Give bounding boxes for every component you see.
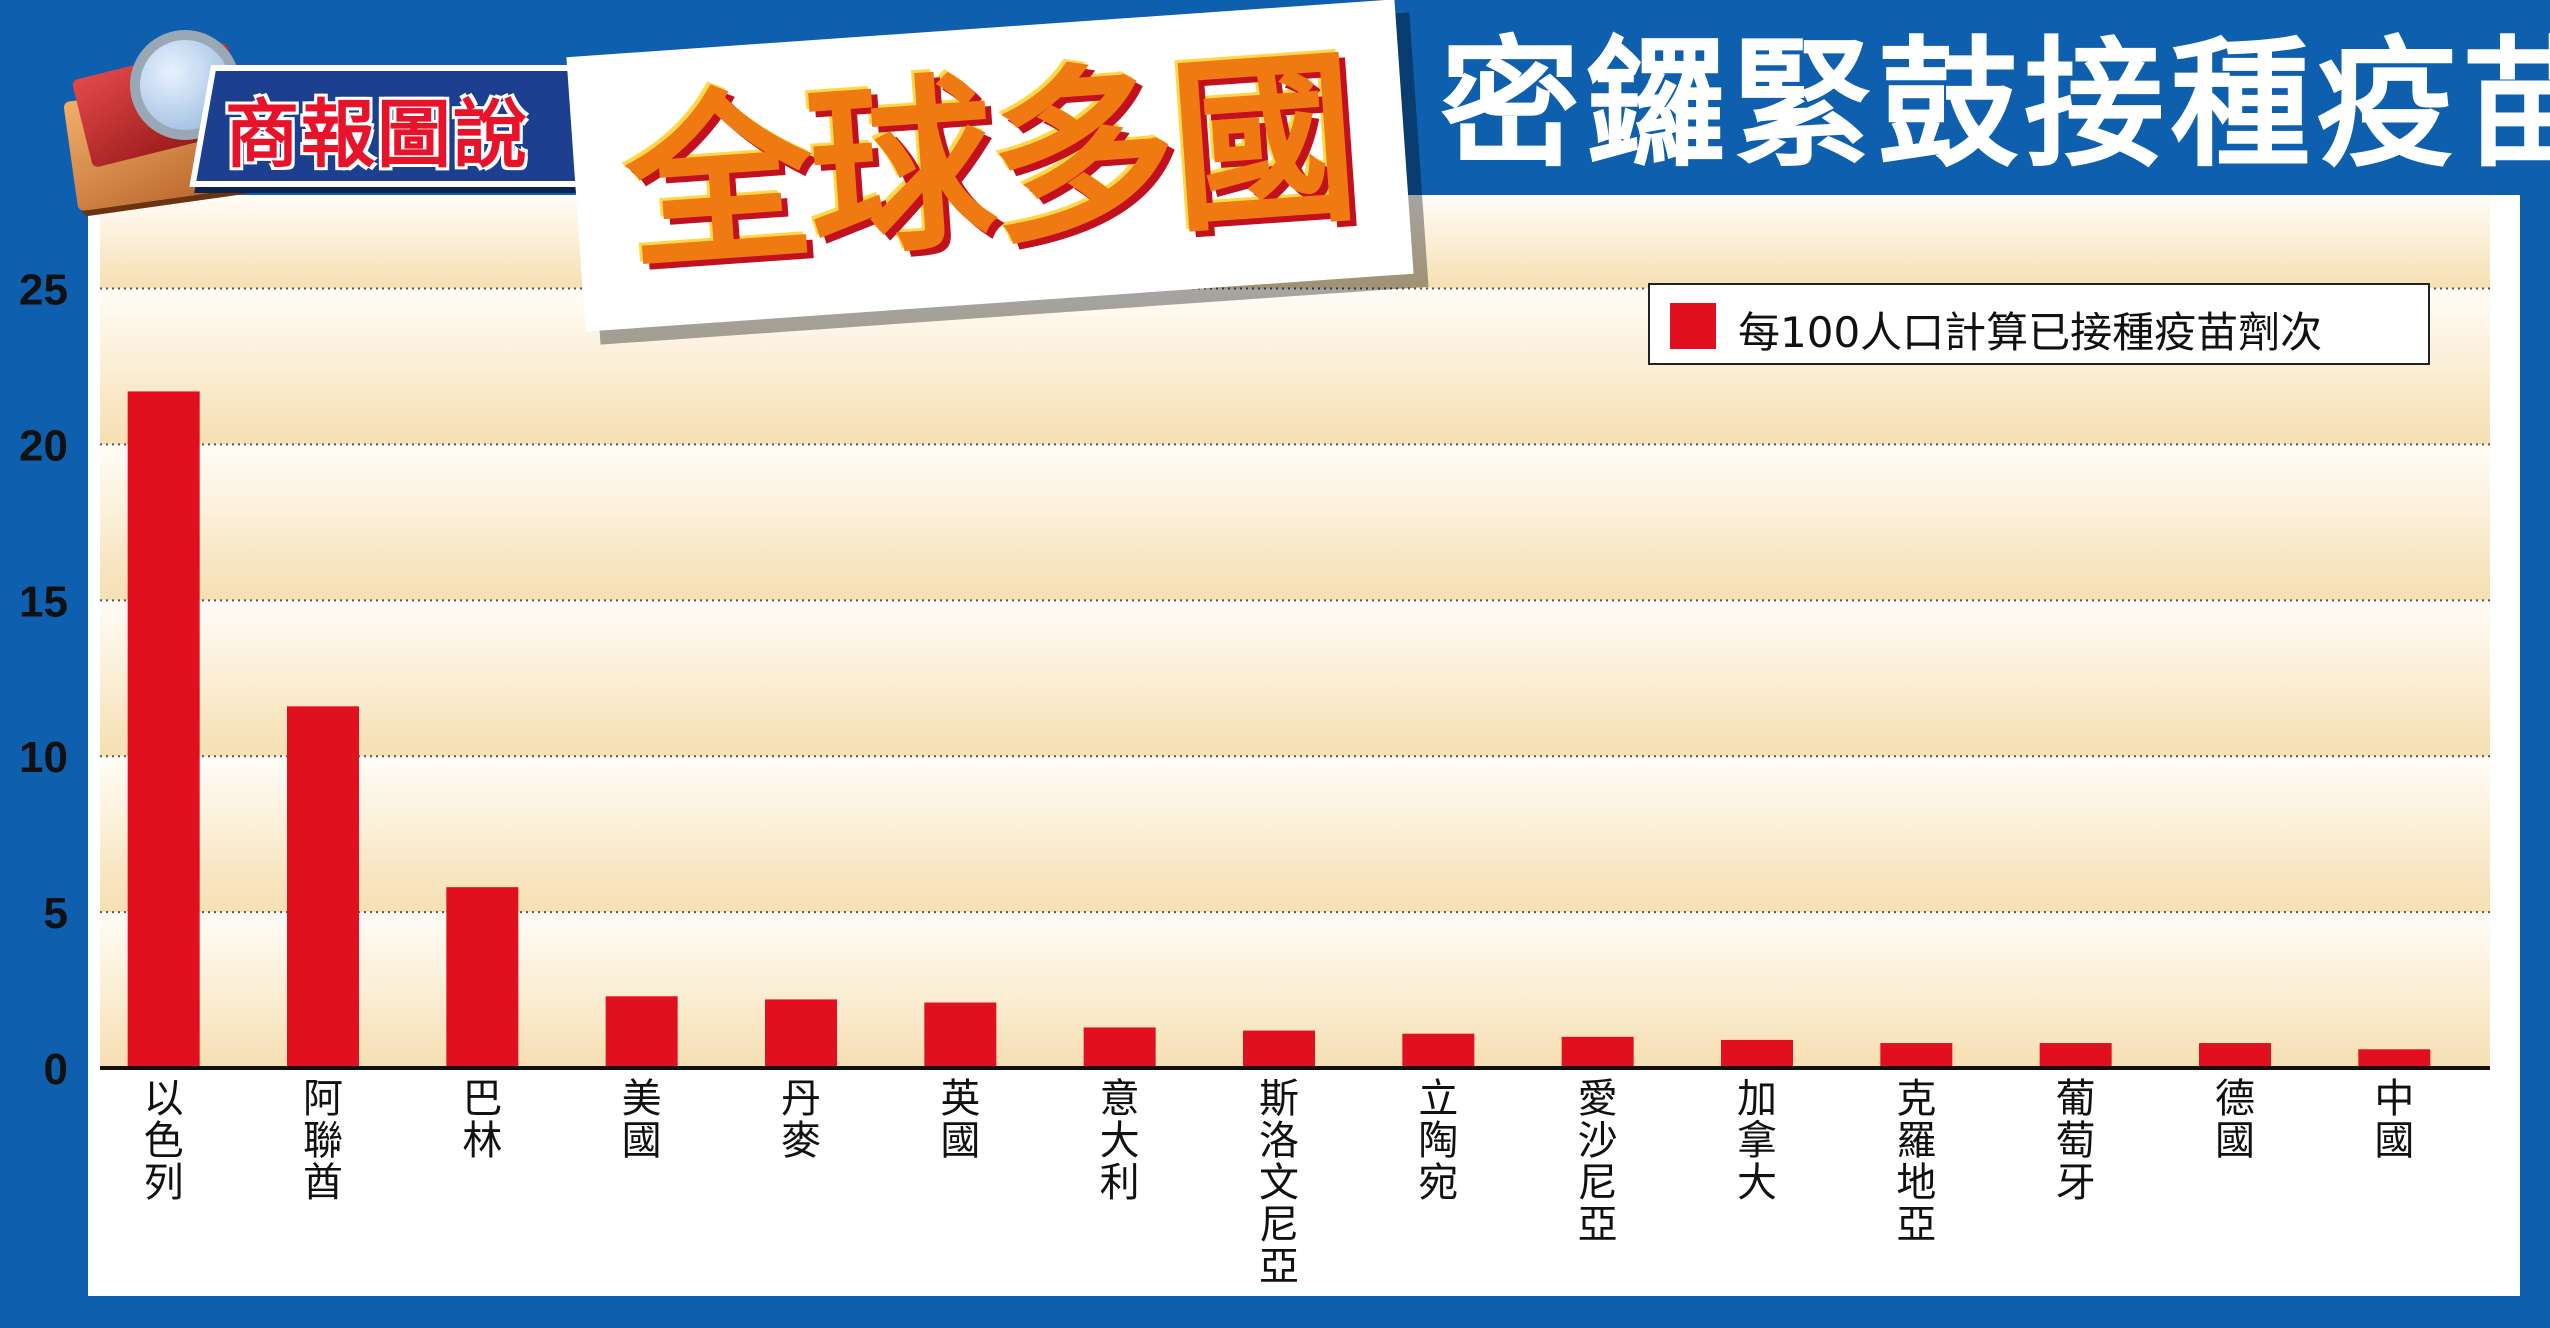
bar (446, 887, 519, 1068)
y-tick-label: 10 (19, 733, 68, 782)
x-tick-label: 葡萄牙 (2056, 1076, 2096, 1206)
background-band (100, 600, 2490, 757)
x-tick-label: 丹麥 (781, 1076, 821, 1164)
x-tick-label: 意大利 (1100, 1076, 1140, 1206)
headline-badge: 全球多國 (566, 0, 1414, 332)
x-tick-label: 美國 (622, 1076, 662, 1164)
bar (287, 706, 359, 1068)
bar (765, 999, 837, 1068)
y-tick-label: 5 (44, 889, 68, 938)
y-tick-label: 15 (19, 577, 68, 626)
x-tick-label: 中國 (2374, 1076, 2414, 1164)
bar (1721, 1039, 1793, 1068)
bar (1083, 1027, 1156, 1068)
bar (605, 996, 678, 1068)
bar (1880, 1043, 1953, 1068)
y-tick-label: 25 (19, 266, 68, 315)
x-tick-label: 德國 (2215, 1076, 2255, 1164)
bar (924, 1002, 997, 1068)
x-tick-label: 阿聯酋 (303, 1076, 343, 1206)
legend: 每100人口計算已接種疫苗劑次 (1648, 283, 2430, 365)
x-tick-label: 加拿大 (1737, 1076, 1777, 1206)
x-tick-label: 克羅地亞 (1896, 1076, 1936, 1248)
y-tick-label: 0 (44, 1045, 68, 1094)
x-tick-label: 巴林 (462, 1076, 502, 1164)
bar (127, 391, 200, 1068)
legend-swatch (1670, 303, 1716, 349)
x-tick-label: 英國 (940, 1076, 980, 1164)
logo: 商報圖說 (60, 20, 633, 220)
page-title: 密鑼緊鼓接種疫苗 (1440, 24, 2550, 187)
background-band (100, 756, 2490, 913)
x-tick-label: 以色列 (144, 1076, 184, 1206)
x-tick-label: 斯洛文尼亞 (1259, 1076, 1299, 1290)
bar (2358, 1049, 2431, 1068)
logo-text: 商報圖說 (225, 92, 529, 178)
bar (1561, 1036, 1634, 1068)
bar (2199, 1043, 2271, 1068)
legend-label: 每100人口計算已接種疫苗劑次 (1738, 308, 2323, 357)
background-band (100, 444, 2490, 601)
bar (1243, 1030, 1315, 1068)
x-tick-label: 愛沙尼亞 (1578, 1076, 1618, 1248)
bar (1402, 1033, 1475, 1068)
x-tick-label: 立陶宛 (1418, 1076, 1458, 1206)
y-tick-label: 20 (19, 421, 68, 470)
bar (2039, 1043, 2112, 1068)
